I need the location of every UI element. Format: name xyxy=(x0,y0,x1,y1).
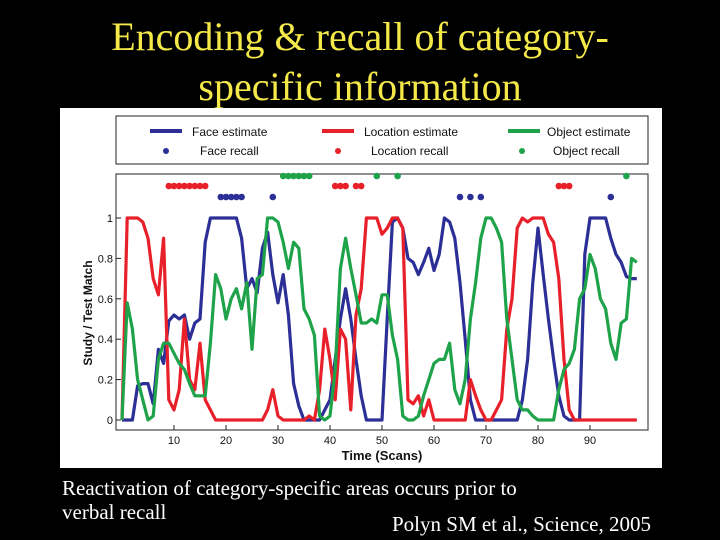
legend-object-recall-marker xyxy=(519,148,525,154)
legend-location-recall-marker xyxy=(335,148,341,154)
legend-location-recall-label: Location recall xyxy=(371,144,448,158)
y-axis-label: Study / Test Match xyxy=(81,260,95,365)
object-recall-marker xyxy=(373,172,381,180)
legend-box xyxy=(115,115,649,165)
object-estimate-line xyxy=(120,216,638,422)
citation: Polyn SM et al., Science, 2005 xyxy=(392,512,651,536)
x-tick-label: 60 xyxy=(428,435,440,447)
axis-ticks: 10 20 30 40 50 60 70 80 90 0 0.2 0.4 0.6 0.8 1 xyxy=(98,213,596,447)
location-recall-marker xyxy=(357,182,365,190)
legend: Face estimate Location estimate Object e… xyxy=(115,115,649,165)
slide-title-line-2: specific information xyxy=(198,64,522,109)
x-tick-label: 90 xyxy=(584,435,596,447)
chart-panel: Face estimate Location estimate Object e… xyxy=(60,108,662,468)
legend-object-estimate-label: Object estimate xyxy=(547,125,631,139)
face-recall-marker xyxy=(269,193,277,201)
location-recall-marker xyxy=(201,182,209,190)
location-recall-marker xyxy=(352,182,360,190)
x-tick-label: 40 xyxy=(324,435,336,447)
location-estimate-line xyxy=(120,216,637,422)
object-recall-marker xyxy=(290,172,297,180)
x-tick-label: 30 xyxy=(272,435,284,447)
location-recall-marker xyxy=(191,182,199,190)
face-recall-marker xyxy=(222,193,230,201)
location-recall-marker xyxy=(342,182,349,190)
legend-object-recall-label: Object recall xyxy=(553,144,620,158)
location-recall-marker xyxy=(560,182,568,190)
x-tick-label: 80 xyxy=(532,435,544,447)
object-recall-marker xyxy=(279,172,287,180)
location-recall-marker xyxy=(165,182,173,190)
y-tick-label: 0.8 xyxy=(98,253,113,265)
slide-title-line-1: Encoding & recall of category- xyxy=(111,14,609,59)
y-tick-label: 0 xyxy=(107,415,113,427)
face-recall-marker xyxy=(238,193,245,201)
slide-title: Encoding & recall of category- specific … xyxy=(0,12,720,112)
face-recall-marker xyxy=(217,193,225,201)
legend-location-estimate-label: Location estimate xyxy=(364,125,458,139)
series-lines xyxy=(120,216,638,422)
location-recall-marker xyxy=(196,182,204,190)
x-tick-label: 10 xyxy=(168,435,180,447)
recall-markers xyxy=(165,172,630,201)
legend-face-estimate-label: Face estimate xyxy=(192,125,268,139)
location-recall-marker xyxy=(337,182,344,190)
location-recall-marker xyxy=(181,182,188,190)
y-tick-label: 0.2 xyxy=(98,375,113,387)
location-recall-marker xyxy=(331,182,339,190)
object-recall-marker xyxy=(295,172,303,180)
face-recall-marker xyxy=(233,193,240,201)
x-tick-label: 70 xyxy=(480,435,492,447)
location-recall-marker xyxy=(565,182,573,190)
legend-face-recall-label: Face recall xyxy=(200,144,259,158)
y-tick-label: 0.4 xyxy=(98,334,113,346)
caption-line-2: verbal recall xyxy=(62,500,167,524)
object-recall-marker xyxy=(285,172,292,180)
location-recall-marker xyxy=(186,182,193,190)
x-axis-label: Time (Scans) xyxy=(342,448,423,463)
line-chart: Face estimate Location estimate Object e… xyxy=(81,115,649,463)
x-tick-label: 20 xyxy=(220,435,232,447)
face-recall-marker xyxy=(467,193,474,201)
face-recall-marker xyxy=(227,193,235,201)
legend-face-recall-marker xyxy=(163,148,169,154)
face-recall-marker xyxy=(607,193,615,201)
x-tick-label: 50 xyxy=(376,435,388,447)
object-recall-marker xyxy=(623,172,630,180)
face-estimate-line xyxy=(122,216,637,422)
face-recall-marker xyxy=(477,193,485,201)
y-tick-label: 0.6 xyxy=(98,294,113,306)
location-recall-marker xyxy=(170,182,178,190)
object-recall-marker xyxy=(394,172,401,180)
object-recall-marker xyxy=(300,172,308,180)
slide-caption: Reactivation of category-specific areas … xyxy=(62,476,712,524)
location-recall-marker xyxy=(175,182,183,190)
y-tick-label: 1 xyxy=(107,213,113,225)
face-recall-marker xyxy=(456,193,464,201)
caption-line-1: Reactivation of category-specific areas … xyxy=(62,476,517,500)
object-recall-marker xyxy=(305,172,313,180)
location-recall-marker xyxy=(555,182,563,190)
